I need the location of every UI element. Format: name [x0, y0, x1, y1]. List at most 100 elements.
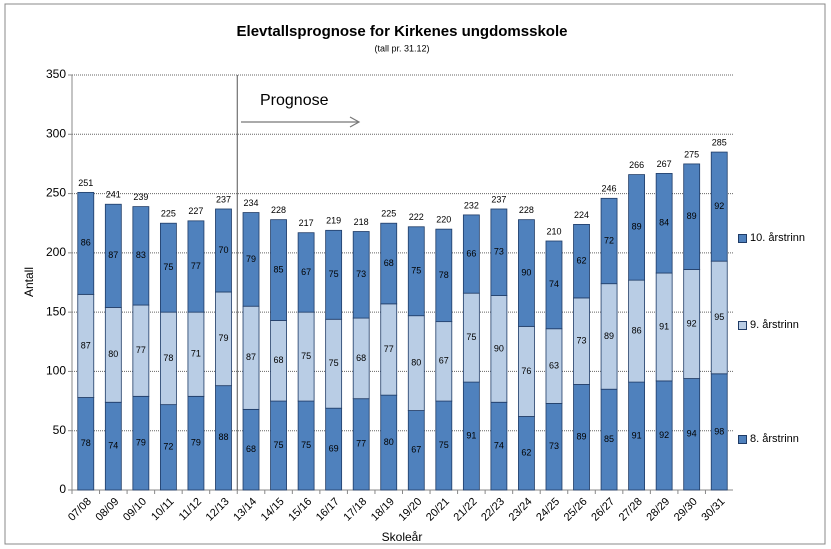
data-label: 66 — [466, 248, 476, 258]
total-label: 228 — [271, 205, 286, 215]
x-axis-label: Skoleår — [382, 530, 423, 544]
data-label: 98 — [714, 426, 724, 436]
data-label: 75 — [439, 440, 449, 450]
data-label: 95 — [714, 312, 724, 322]
total-label: 217 — [299, 218, 314, 228]
data-label: 74 — [108, 441, 118, 451]
total-label: 219 — [326, 216, 341, 226]
data-label: 75 — [329, 358, 339, 368]
data-label: 67 — [301, 267, 311, 277]
bar-segment — [407, 226, 425, 317]
y-tick-label: 50 — [53, 423, 67, 437]
bar-segment — [242, 212, 260, 307]
legend-item: 10. årstrinn — [738, 231, 818, 246]
total-label: 224 — [574, 210, 589, 220]
total-label: 241 — [106, 190, 121, 200]
data-label: 73 — [494, 247, 504, 257]
total-label: 218 — [354, 217, 369, 227]
total-label: 225 — [161, 209, 176, 219]
data-label: 75 — [411, 266, 421, 276]
y-tick-label: 350 — [46, 67, 66, 81]
data-label: 73 — [577, 336, 587, 346]
data-label: 91 — [659, 321, 669, 331]
data-label: 73 — [549, 441, 559, 451]
legend-swatch — [738, 234, 747, 243]
data-label: 73 — [356, 269, 366, 279]
total-label: 227 — [188, 206, 203, 216]
bar-segment — [573, 223, 590, 299]
data-label: 85 — [274, 264, 284, 274]
data-label: 75 — [301, 440, 311, 450]
total-label: 225 — [381, 209, 396, 219]
chart-subtitle: (tall pr. 31.12) — [374, 43, 429, 53]
data-label: 72 — [163, 442, 173, 452]
data-label: 86 — [81, 238, 91, 248]
total-label: 251 — [78, 178, 93, 188]
data-label: 89 — [687, 211, 697, 221]
data-label: 87 — [81, 340, 91, 350]
total-label: 234 — [244, 198, 259, 208]
data-label: 67 — [439, 356, 449, 366]
data-label: 83 — [136, 250, 146, 260]
total-label: 266 — [629, 160, 644, 170]
data-label: 76 — [521, 366, 531, 376]
data-label: 78 — [81, 438, 91, 448]
data-label: 91 — [466, 430, 476, 440]
data-label: 62 — [577, 256, 587, 266]
data-label: 94 — [687, 429, 697, 439]
data-label: 71 — [191, 349, 201, 359]
annotation: Prognose — [260, 92, 329, 109]
bar-segment — [518, 219, 535, 327]
total-label: 220 — [436, 215, 451, 225]
legend-label: 8. årstrinn — [750, 433, 799, 445]
data-label: 90 — [521, 267, 531, 277]
data-label: 87 — [108, 250, 118, 260]
data-label: 77 — [191, 261, 201, 271]
data-label: 85 — [604, 434, 614, 444]
total-label: 228 — [519, 205, 534, 215]
data-label: 90 — [494, 343, 504, 353]
bar-segment — [435, 228, 453, 323]
data-label: 78 — [163, 353, 173, 363]
data-label: 87 — [246, 352, 256, 362]
data-label: 68 — [356, 353, 366, 363]
bar-segment — [655, 173, 673, 274]
total-label: 222 — [409, 212, 424, 222]
bar-segment — [490, 208, 508, 296]
legend-swatch — [738, 435, 747, 444]
data-label: 92 — [714, 201, 724, 211]
data-label: 68 — [274, 355, 284, 365]
bar-segment — [462, 214, 480, 294]
data-label: 80 — [108, 349, 118, 359]
bar-segment — [187, 220, 205, 313]
total-label: 239 — [133, 192, 148, 202]
legend-label: 10. årstrinn — [750, 232, 806, 244]
total-label: 285 — [712, 137, 727, 147]
y-tick-label: 300 — [46, 126, 66, 140]
legend-item: 8. årstrinn — [738, 432, 818, 447]
data-label: 79 — [136, 438, 146, 448]
legend-swatch — [738, 321, 747, 330]
data-label: 70 — [218, 245, 228, 255]
data-label: 75 — [329, 269, 339, 279]
data-label: 89 — [604, 331, 614, 341]
bar-segment — [159, 222, 177, 313]
bar-segment — [545, 240, 563, 330]
data-label: 74 — [494, 441, 504, 451]
data-label: 72 — [604, 235, 614, 245]
data-label: 77 — [384, 344, 394, 354]
y-tick-label: 200 — [46, 245, 66, 259]
data-label: 92 — [687, 318, 697, 328]
bar-segment — [77, 191, 95, 295]
total-label: 267 — [657, 159, 672, 169]
bar-segment — [600, 197, 618, 285]
bar-segment — [270, 219, 287, 321]
bar-segment — [104, 203, 122, 308]
data-label: 80 — [384, 437, 394, 447]
data-label: 74 — [549, 279, 559, 289]
data-label: 75 — [466, 332, 476, 342]
total-label: 232 — [464, 200, 479, 210]
data-label: 68 — [246, 444, 256, 454]
